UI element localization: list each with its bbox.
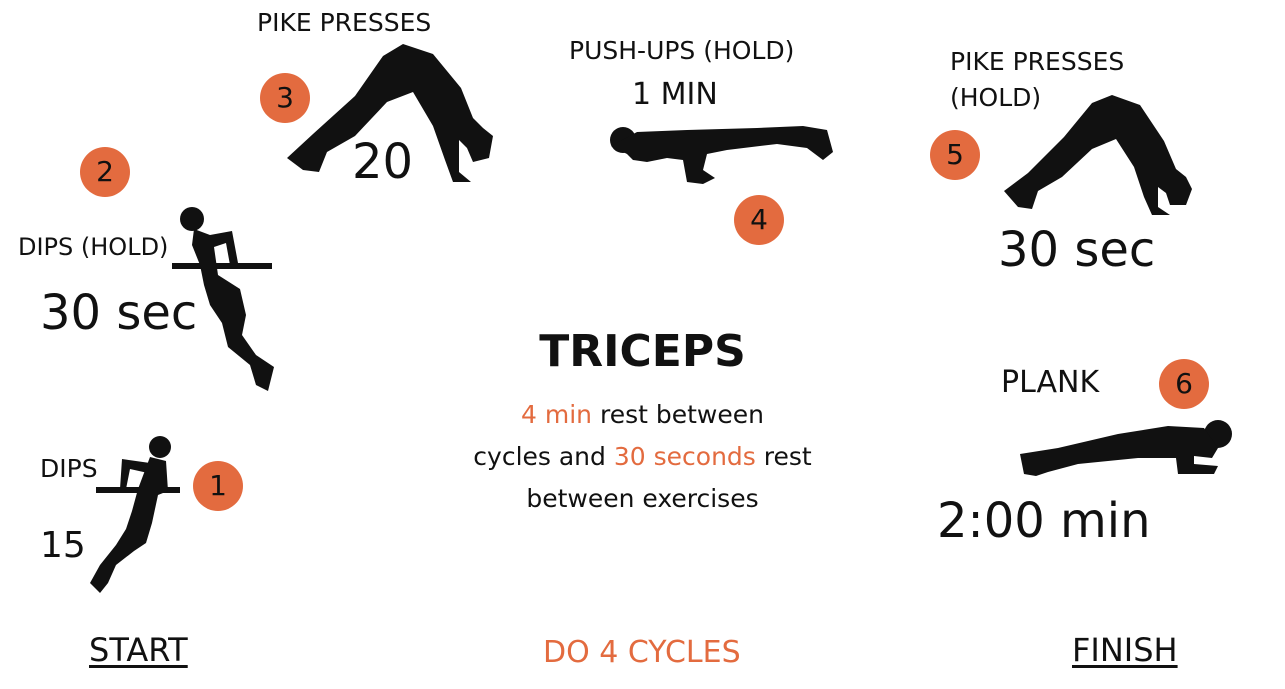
rest-line-2-suffix: rest: [755, 442, 812, 471]
exercise-2-name: DIPS (HOLD): [18, 233, 169, 261]
dips-hold-figure-icon: [172, 207, 274, 391]
pike-press-figure-icon: [287, 44, 493, 182]
rest-instructions: 4 min rest between cycles and 30 seconds…: [420, 394, 865, 520]
pike-press-hold-figure-icon: [1004, 95, 1192, 215]
rest-exercises-duration: 30 seconds: [613, 442, 756, 471]
workout-title: TRICEPS: [539, 326, 746, 377]
exercise-5-name-line2: (HOLD): [950, 83, 1042, 112]
exercise-5-amount: 30 sec: [998, 222, 1156, 278]
step-badge-6: 6: [1159, 359, 1209, 409]
step-badge-3: 3: [260, 73, 310, 123]
push-up-figure-icon: [610, 126, 833, 184]
exercise-5-name: PIKE PRESSES (HOLD): [950, 44, 1124, 116]
finish-label: FINISH: [1072, 631, 1178, 669]
rest-line-2: cycles and 30 seconds rest: [420, 436, 865, 478]
exercise-3-amount: 20: [352, 134, 414, 190]
exercise-6-amount: 2:00 min: [937, 493, 1151, 549]
start-label: START: [89, 631, 188, 669]
step-badge-5: 5: [930, 130, 980, 180]
exercise-5-name-line1: PIKE PRESSES: [950, 47, 1125, 76]
rest-line-3: between exercises: [526, 484, 759, 513]
plank-figure-icon: [1020, 420, 1232, 476]
exercise-1-name: DIPS: [40, 454, 98, 483]
rest-line-1-text: rest between: [592, 400, 764, 429]
exercise-1-amount: 15: [40, 525, 86, 566]
rest-line-2-text: cycles and: [473, 442, 614, 471]
rest-cycles-duration: 4 min: [521, 400, 593, 429]
step-badge-1: 1: [193, 461, 243, 511]
exercise-4-amount: 1 MIN: [632, 77, 718, 112]
dips-figure-icon: [90, 436, 180, 593]
exercise-4-name: PUSH-UPS (HOLD): [569, 36, 795, 65]
cycles-label: DO 4 CYCLES: [543, 635, 741, 670]
step-badge-2: 2: [80, 147, 130, 197]
step-badge-4: 4: [734, 195, 784, 245]
exercise-6-name: PLANK: [1001, 365, 1100, 400]
exercise-3-name: PIKE PRESSES: [257, 8, 432, 37]
rest-line-1: 4 min rest between: [420, 394, 865, 436]
exercise-2-amount: 30 sec: [40, 285, 198, 341]
